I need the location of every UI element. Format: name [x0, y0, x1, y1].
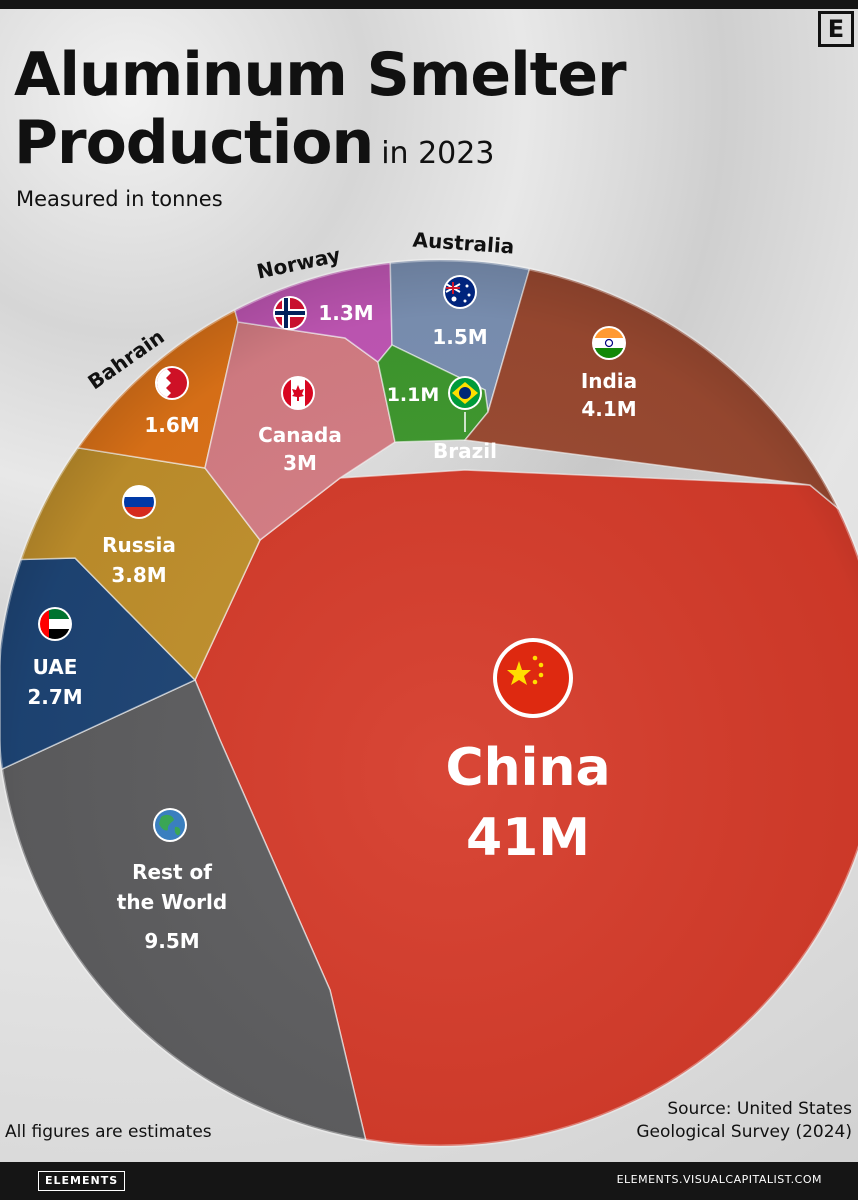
label-canada: Canada — [258, 423, 342, 447]
china-flag-icon — [493, 638, 573, 718]
value-china: 41M — [466, 808, 590, 868]
value-russia: 3.8M — [111, 563, 166, 587]
source-line-1: Source: United States — [667, 1099, 852, 1119]
source: Source: United States Geological Survey … — [636, 1098, 852, 1144]
value-india: 4.1M — [581, 397, 636, 421]
label-russia: Russia — [102, 533, 176, 557]
canada-flag-icon — [281, 376, 315, 410]
brazil-flag-icon — [448, 376, 482, 410]
bahrain-flag-icon — [155, 366, 189, 400]
title-main: Production — [14, 108, 374, 178]
title-line-1: Aluminum Smelter — [14, 40, 627, 110]
title-line-2: Production in 2023 — [14, 108, 494, 178]
india-flag-icon — [592, 326, 626, 360]
label-australia: Australia — [412, 227, 515, 258]
footnote: All figures are estimates — [5, 1122, 212, 1142]
label-rest-of-the-world-line-1: Rest of — [132, 860, 212, 884]
elements-brand: ELEMENTS — [38, 1171, 126, 1191]
norway-flag-icon — [273, 296, 307, 330]
uae-flag-icon — [38, 607, 72, 641]
label-rest-of-the-world-line-2: the World — [117, 890, 227, 914]
bottom-bar: ELEMENTS ELEMENTS.VISUALCAPITALIST.COM — [0, 1162, 858, 1200]
value-brazil: 1.1M — [387, 384, 440, 406]
can-shading — [0, 260, 858, 1146]
website-link[interactable]: ELEMENTS.VISUALCAPITALIST.COM — [616, 1173, 822, 1186]
australia-flag-icon — [443, 275, 477, 309]
value-bahrain: 1.6M — [144, 413, 199, 437]
label-uae: UAE — [33, 655, 78, 679]
subtitle: Measured in tonnes — [16, 187, 223, 211]
title-year: in 2023 — [381, 136, 495, 171]
label-china: China — [445, 738, 610, 798]
value-norway: 1.3M — [318, 301, 373, 325]
source-line-2: Geological Survey (2024) — [636, 1122, 852, 1142]
label-brazil: Brazil — [433, 439, 497, 463]
value-australia: 1.5M — [432, 325, 487, 349]
circle-outline — [0, 258, 858, 1148]
label-india: India — [581, 369, 637, 393]
value-canada: 3M — [283, 451, 317, 475]
value-uae: 2.7M — [27, 685, 82, 709]
globe-icon — [153, 808, 187, 842]
value-rest-of-the-world: 9.5M — [144, 929, 199, 953]
top-bar — [0, 0, 858, 9]
elements-logo: E — [818, 11, 854, 47]
russia-flag-icon — [122, 485, 156, 519]
